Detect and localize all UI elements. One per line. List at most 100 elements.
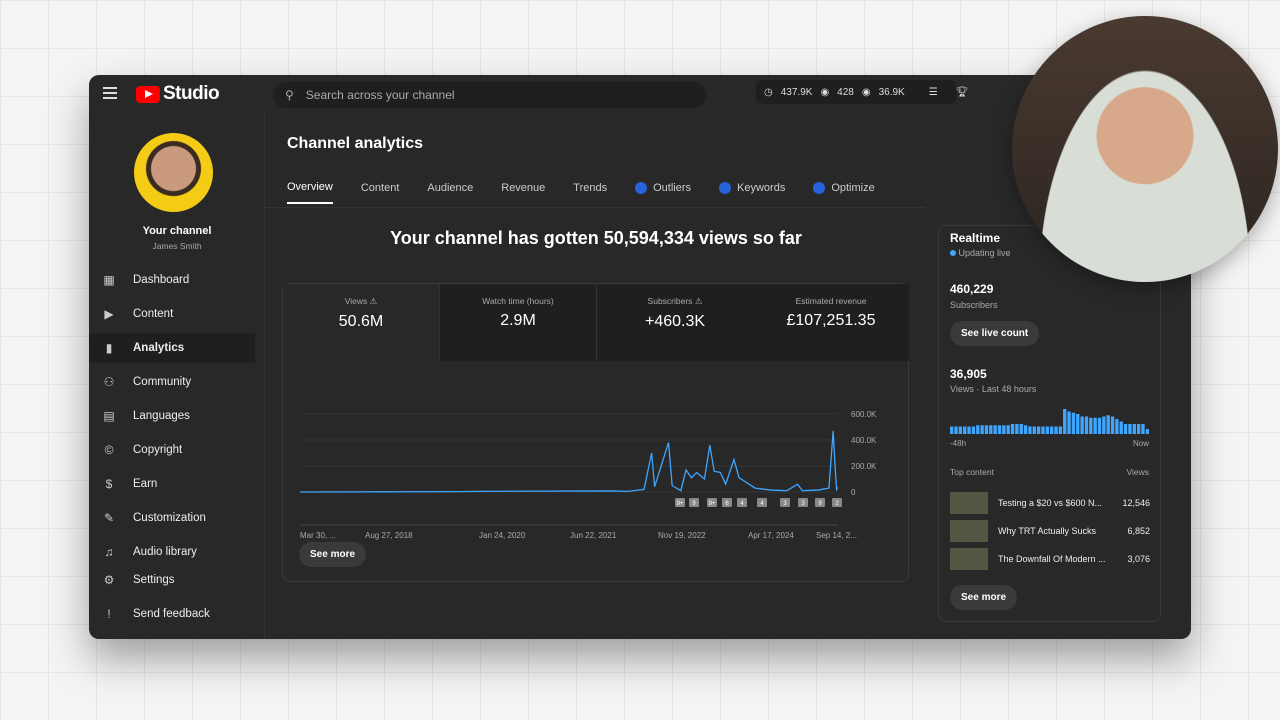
tab-optimize[interactable]: Optimize [813,181,875,204]
top-bar: Studio ⚲ Search across your channel ◷ 437.… [89,75,1191,113]
studio-window: Studio ⚲ Search across your channel ◷ 437.… [89,75,1191,639]
sidebar-item-languages[interactable]: ▤ Languages [103,409,190,423]
annotation-marker-label: 6 [725,501,729,507]
x-tick-label: Sep 14, 2... [816,531,857,540]
views-column-label: Views [1126,467,1149,477]
tab-keywords[interactable]: Keywords [719,181,785,204]
youtube-icon [136,85,160,103]
realtime-bar [1041,426,1045,434]
warning-icon: ⚠ [369,296,378,306]
top-content-item[interactable]: Testing a $20 vs $600 N... 12,546 [950,492,1150,514]
y-tick-label: 400.0K [851,436,877,445]
metric-revenue[interactable]: Estimated revenue £107,251.35 [753,284,909,361]
metric-views[interactable]: Views ⚠ 50.6M [283,284,440,361]
realtime-card: Realtime Updating live 460,229 Subscribe… [938,225,1161,622]
trophy-icon[interactable]: 🏆︎ [955,86,969,98]
realtime-bar [1093,417,1097,434]
y-tick-label: 600.0K [851,410,877,419]
annotation-marker-label: 9+ [677,501,684,507]
realtime-bar [963,426,967,434]
metric-subscribers[interactable]: Subscribers ⚠ +460.3K [597,284,754,361]
sidebar-item-dashboard[interactable]: ▦ Dashboard [103,273,190,287]
annotation-marker-label: 9 [692,501,696,507]
tab-trends[interactable]: Trends [573,182,608,194]
sidebar-item-audio-library[interactable]: ♫ Audio library [89,539,255,565]
realtime-bar [1058,426,1063,434]
realtime-bar [1015,424,1019,434]
tab-revenue[interactable]: Revenue [501,182,546,194]
realtime-bar [1036,426,1041,434]
realtime-bar [954,426,958,434]
x-tick-label: Aug 27, 2018 [365,531,413,540]
play-icon: ▶ [104,307,114,321]
metric-watch-time[interactable]: Watch time (hours) 2.9M [440,284,597,361]
sidebar-item-analytics[interactable]: ▮ Analytics [89,333,255,363]
sidebar-item-copyright[interactable]: © Copyright [89,437,255,463]
stats-bar[interactable]: ◷ 437.9K ◉ 428 ◉ 36.9K ☰ 🏆︎ [756,80,968,104]
tab-outliers[interactable]: Outliers [635,181,691,204]
realtime-bar [984,425,989,434]
realtime-bar [1054,426,1058,434]
realtime-bar [1084,416,1089,434]
realtime-bar [1071,412,1076,434]
top-content-item[interactable]: The Downfall Of Modern ... 3,076 [950,548,1150,570]
annotation-marker-label: 9+ [709,501,716,507]
tab-overview[interactable]: Overview [287,181,333,204]
realtime-title: Realtime [950,231,1001,245]
realtime-bar [1128,424,1132,434]
annotation-marker-label: 3 [783,501,787,507]
annotation-marker [707,498,717,507]
sidebar-item-feedback[interactable]: ! Send feedback [89,601,255,627]
eye-icon: ◉ [861,86,871,98]
realtime-bar [1067,411,1071,434]
annotation-marker-label: 9 [818,501,822,507]
bars-end-label: Now [1132,439,1149,448]
realtime-bar [1115,419,1119,434]
realtime-bar [993,425,997,434]
see-live-count-button[interactable]: See live count [950,321,1040,346]
studio-logo[interactable]: Studio [136,83,220,105]
tab-content[interactable]: Content [360,182,400,194]
list-icon[interactable]: ☰ [928,86,938,98]
realtime-bar [1080,416,1084,434]
sidebar-item-community[interactable]: ⚇ Community [103,375,192,389]
bars-start-label: -48h [950,439,967,448]
search-icon: ⚲ [285,88,294,102]
views-chart[interactable]: 600.0K 400.0K 200.0K 0 Mar 30, ... Aug 27, 20… [283,384,910,544]
gear-icon: ⚙ [103,573,115,587]
video-thumbnail [950,548,988,570]
sidebar: Your channel James Smith ▦ Dashboard ▶ Con… [89,113,265,639]
divider [265,207,925,208]
menu-icon[interactable] [103,87,117,99]
sidebar-item-customization[interactable]: ✎ Customization [103,511,206,525]
channel-avatar[interactable] [134,133,213,212]
realtime-bar [1123,424,1128,434]
annotation-marker [798,498,808,507]
annotation-marker [757,498,767,507]
x-tick-label: Nov 19, 2022 [658,531,706,540]
see-more-top-content-button[interactable]: See more [950,585,1018,610]
annotation-marker [780,498,790,507]
search-input[interactable]: ⚲ Search across your channel [273,82,706,108]
annotation-marker [722,498,732,507]
realtime-bar [1102,416,1106,434]
realtime-bar [1028,426,1032,434]
annotation-marker [815,498,825,507]
sidebar-item-content[interactable]: ▶ Content [89,301,255,327]
sidebar-item-settings[interactable]: ⚙ Settings [103,573,175,587]
copyright-icon: © [104,443,114,457]
vidiq-icon [813,182,826,194]
x-tick-label: Apr 17, 2024 [748,531,794,540]
top-content-item[interactable]: Why TRT Actually Sucks 6,852 [950,520,1150,542]
tabs: Overview Content Audience Revenue Trends… [287,181,875,204]
realtime-subscribers: 460,229 [950,282,994,296]
see-more-button[interactable]: See more [299,542,367,567]
realtime-bar [1076,414,1080,434]
wand-icon: ✎ [103,511,115,525]
realtime-bar [1106,415,1110,434]
realtime-bar [1010,424,1015,434]
sidebar-item-earn[interactable]: $ Earn [89,471,255,497]
tab-audience[interactable]: Audience [427,182,474,194]
realtime-bar [1006,425,1010,434]
realtime-bar [997,425,1002,434]
